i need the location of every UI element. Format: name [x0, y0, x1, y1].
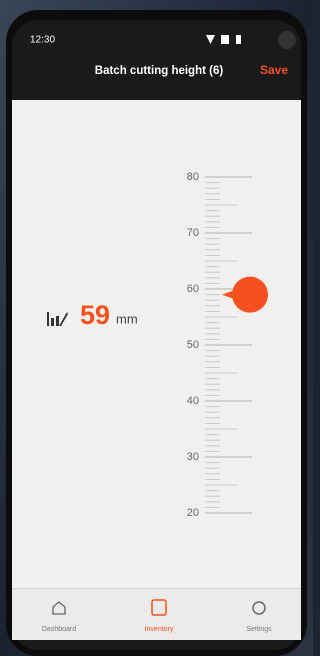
nav-divider — [12, 588, 301, 589]
nav-label[interactable]: Inventory — [145, 626, 174, 633]
icon-bar — [56, 316, 59, 326]
height-unit: mm — [116, 311, 138, 326]
icon-bar — [51, 318, 54, 326]
signal-icon — [221, 35, 229, 44]
height-value: 59 — [80, 300, 110, 330]
scale-label: 40 — [187, 395, 199, 407]
camera — [278, 31, 296, 49]
scale-label: 50 — [187, 339, 199, 351]
scale-label: 20 — [187, 507, 199, 519]
status-time: 12:30 — [30, 35, 55, 46]
scale-label: 30 — [187, 451, 199, 463]
content-bg — [12, 100, 301, 590]
scale-label: 60 — [187, 283, 199, 295]
icon-bar — [47, 312, 49, 326]
screen: 12:30 Batch cutting height (6) Save 59 m… — [0, 0, 313, 656]
header-title: Batch cutting height (6) — [95, 65, 224, 77]
nav-label[interactable]: Dashboard — [42, 626, 76, 633]
battery-icon — [236, 35, 241, 44]
save-button[interactable]: Save — [260, 63, 288, 77]
slider-thumb[interactable] — [232, 277, 268, 313]
nav-label[interactable]: Settings — [246, 626, 272, 633]
page: 12:30 Batch cutting height (6) Save 59 m… — [0, 0, 313, 656]
scale-label: 80 — [187, 171, 199, 183]
scale-label: 70 — [187, 227, 199, 239]
